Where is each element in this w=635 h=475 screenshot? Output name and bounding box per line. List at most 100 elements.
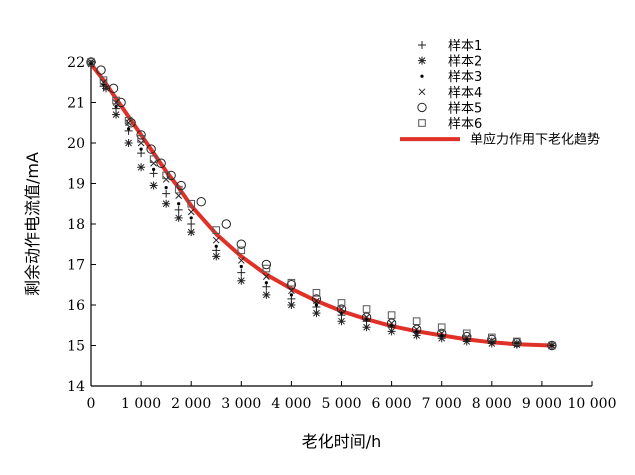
y-tick-label: 15	[67, 339, 85, 355]
axes	[90, 62, 592, 387]
legend-label: 样本2	[448, 55, 482, 70]
point-series-4	[150, 159, 157, 167]
point-series-2	[337, 317, 346, 326]
point-series-4	[363, 313, 370, 321]
x-tick-label: 6 000	[372, 396, 412, 412]
point-series-4	[87, 58, 95, 66]
point-series-2	[412, 331, 421, 340]
legend-label: 单应力作用下老化趋势	[470, 132, 600, 148]
data-points	[86, 57, 557, 351]
point-series-6	[174, 185, 183, 194]
point-series-3	[264, 281, 268, 285]
point-series-6	[262, 264, 271, 273]
point-series-6	[149, 155, 158, 163]
point-series-5	[176, 180, 186, 191]
legend-label: 样本4	[448, 86, 482, 101]
point-series-6	[212, 226, 221, 234]
point-series-3	[289, 293, 293, 297]
x-tick-label: 2 000	[171, 396, 211, 412]
point-series-4	[137, 139, 145, 147]
point-series-2	[362, 323, 371, 332]
x-tick-label: 5 000	[321, 396, 361, 412]
legend-label: 样本5	[448, 101, 482, 116]
point-series-6	[237, 246, 246, 255]
point-series-6	[99, 76, 108, 85]
point-series-6	[112, 96, 120, 105]
point-series-5	[196, 197, 206, 207]
point-series-4	[548, 342, 556, 349]
y-ticks: 14 15 16 17 18 19 20 21 22	[67, 55, 96, 395]
x-tick-label: 0	[87, 396, 96, 412]
point-series-5	[487, 334, 497, 345]
point-series-4	[338, 305, 345, 313]
point-series-2	[112, 110, 121, 119]
point-series-5	[361, 312, 372, 322]
point-series-3	[189, 216, 193, 220]
point-series-3	[164, 185, 168, 190]
point-series-3	[139, 147, 143, 151]
point-series-4	[262, 273, 270, 281]
point-series-4	[162, 176, 170, 183]
y-tick-label: 20	[67, 136, 85, 152]
point-series-1	[174, 205, 183, 214]
y-tick-label: 16	[67, 298, 85, 314]
point-series-3	[177, 202, 181, 206]
point-series-5	[437, 328, 447, 339]
point-series-6	[87, 58, 95, 66]
point-series-5	[547, 340, 557, 351]
point-series-6	[462, 329, 471, 338]
point-series-3	[126, 127, 131, 131]
point-series-5	[411, 324, 422, 334]
point-series-2	[162, 199, 171, 208]
x-tick-label: 9 000	[522, 396, 562, 412]
point-series-3	[239, 264, 243, 269]
point-series-5	[136, 130, 146, 140]
point-series-5	[311, 294, 322, 304]
y-tick-label: 17	[67, 258, 85, 274]
legend-marker	[418, 41, 426, 49]
point-series-6	[548, 341, 556, 350]
trend-line	[89, 62, 554, 348]
y-tick-label: 21	[67, 96, 85, 112]
point-series-6	[287, 278, 296, 287]
point-series-6	[437, 323, 446, 332]
point-series-5	[146, 144, 156, 154]
point-series-5	[156, 158, 166, 168]
point-series-4	[125, 119, 132, 127]
point-series-5	[96, 65, 106, 75]
point-series-5	[166, 170, 176, 181]
y-tick-label: 18	[67, 217, 85, 233]
legend-label: 样本6	[448, 117, 482, 132]
point-series-4	[187, 208, 195, 216]
point-series-2	[174, 213, 183, 222]
point-series-1	[162, 189, 171, 198]
point-series-4	[438, 329, 446, 337]
point-series-4	[175, 192, 183, 200]
legend-marker	[418, 56, 426, 65]
trend-line-group	[89, 62, 554, 348]
y-tick-label: 19	[67, 177, 85, 193]
legend-marker	[417, 102, 427, 113]
legend-label: 样本1	[448, 39, 482, 54]
x-ticks: 0 1 000 2 000 3 000 4 000 5 000 6 000 7 000 8 00…	[87, 381, 617, 412]
x-tick-label: 10 000	[568, 396, 617, 412]
legend-label: 样本3	[448, 70, 482, 85]
point-series-6	[387, 311, 396, 319]
point-series-2	[387, 327, 396, 336]
point-series-6	[137, 135, 145, 143]
point-series-3	[114, 104, 118, 109]
point-series-4	[413, 325, 421, 333]
point-series-6	[513, 337, 521, 346]
point-series-3	[214, 244, 218, 248]
point-series-5	[261, 259, 272, 270]
x-tick-label: 8 000	[472, 396, 512, 412]
x-tick-label: 1 000	[121, 396, 161, 412]
point-series-2	[102, 84, 111, 93]
point-series-5	[221, 219, 231, 229]
point-series-4	[388, 319, 395, 327]
point-series-6	[488, 333, 496, 342]
point-series-5	[386, 318, 397, 328]
point-series-3	[152, 167, 156, 171]
point-series-2	[187, 228, 196, 237]
